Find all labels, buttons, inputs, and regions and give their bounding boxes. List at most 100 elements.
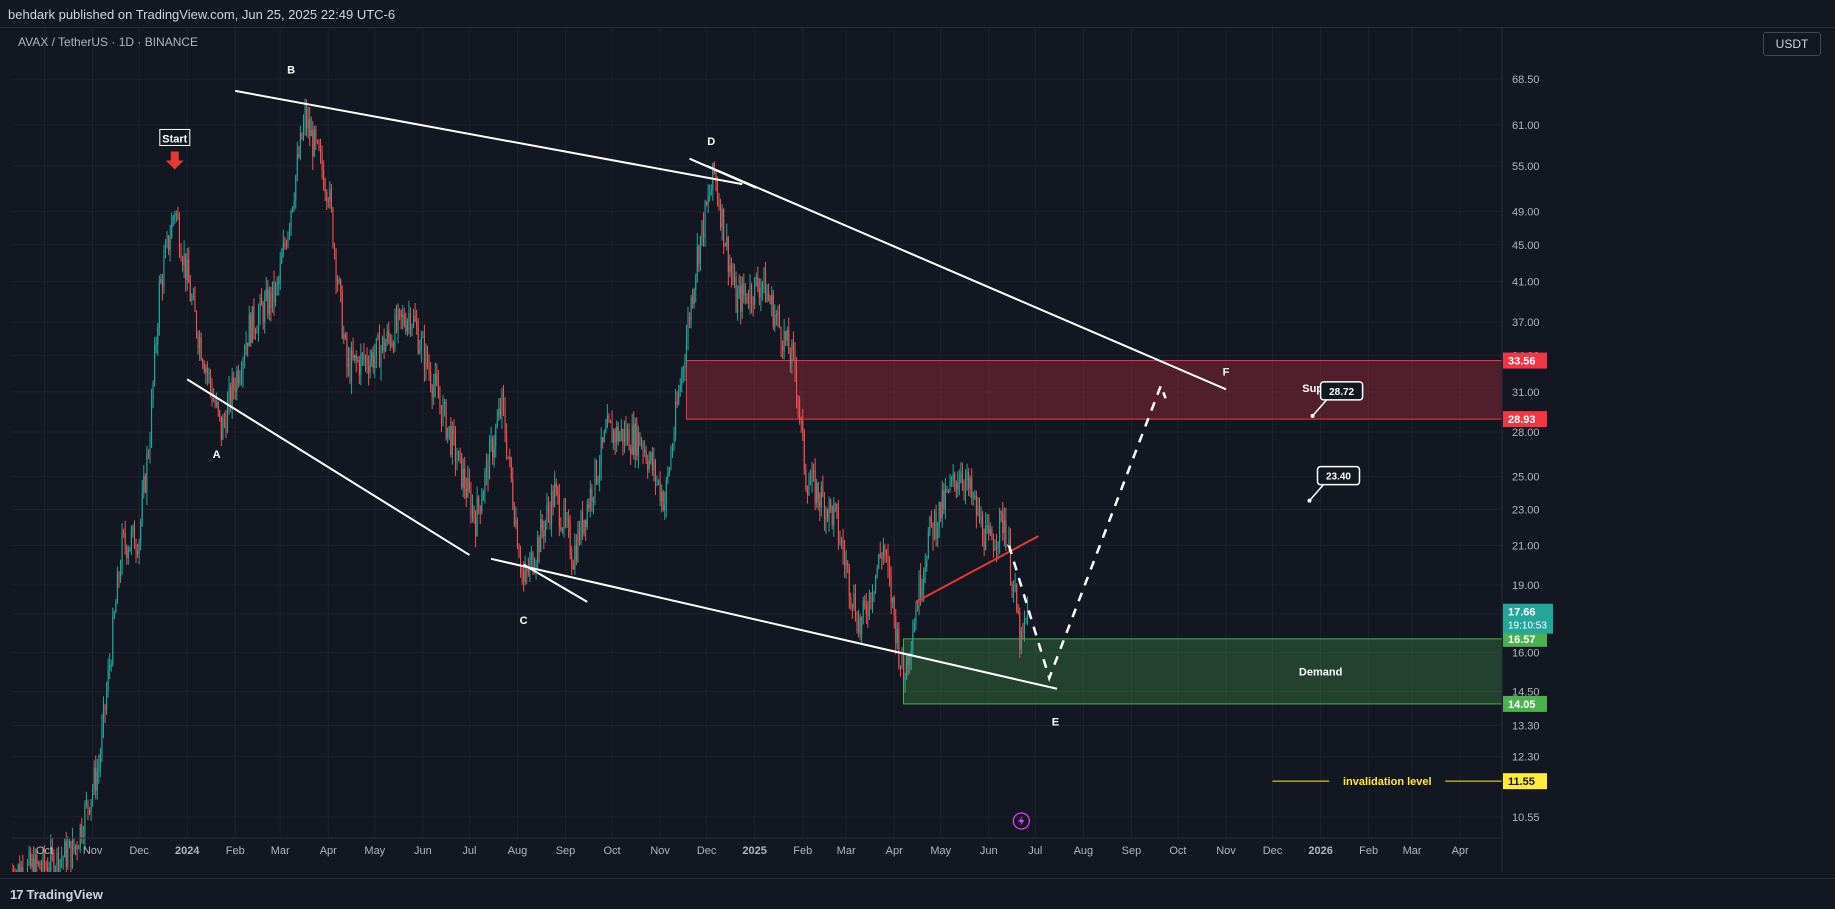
y-tick-label: 25.00 (1512, 472, 1540, 484)
symbol-legend[interactable]: AVAX / TetherUS · 1D · BINANCE (18, 35, 199, 49)
price-label: 33.56 (1508, 356, 1536, 368)
candle-body (811, 470, 813, 483)
candle-body (447, 427, 449, 439)
candle-body (634, 422, 636, 455)
candle-body (357, 360, 359, 362)
x-tick-label: Dec (1263, 845, 1283, 857)
price-chart[interactable]: invalidation levelStartABCDEFSupplyDeman… (12, 28, 1759, 872)
candle-body (977, 505, 979, 516)
candle-body (364, 357, 367, 360)
candle-body (555, 483, 557, 488)
candle-body (231, 377, 233, 407)
candle-body (799, 406, 801, 419)
candle-body (844, 552, 846, 566)
trendline-7[interactable] (915, 535, 1039, 603)
price-label: 14.05 (1508, 699, 1536, 711)
candle-body (910, 650, 912, 657)
candle-body (470, 489, 472, 516)
trendline-5[interactable] (523, 563, 588, 603)
candle-body (698, 246, 700, 264)
candle-body (50, 846, 52, 872)
candle-body (33, 858, 35, 872)
candle-body (854, 593, 856, 619)
candle-body (653, 460, 655, 471)
event-lightning-icon[interactable] (1012, 812, 1031, 830)
candle-body (783, 331, 785, 352)
candle-body (892, 597, 894, 603)
candle-body (769, 298, 771, 304)
candle-body (296, 154, 298, 176)
trendline-1[interactable] (235, 89, 743, 186)
candle-body (924, 566, 926, 572)
candle-body (515, 519, 517, 526)
candle-body (614, 430, 616, 442)
candle-body (851, 603, 853, 608)
candle-body (468, 478, 470, 490)
candle-body (878, 554, 880, 568)
candle-body (606, 415, 608, 429)
candle-body (920, 575, 922, 597)
candle-body (402, 314, 404, 317)
candle-body (785, 331, 787, 341)
candle-body (444, 402, 446, 404)
candle-body (1027, 609, 1029, 619)
projection-path[interactable] (1007, 381, 1167, 682)
invalidation-label-bg (1329, 773, 1446, 790)
candle-body (640, 443, 643, 446)
tradingview-brand[interactable]: 17 TradingView (10, 887, 103, 902)
candle-body (290, 210, 292, 227)
trendline-4[interactable] (490, 557, 1058, 690)
candle-body (88, 807, 91, 813)
candle-body (642, 443, 644, 452)
trendline-2[interactable] (706, 164, 1227, 391)
x-tick-label: 2025 (742, 845, 766, 857)
candle-body (64, 841, 66, 858)
price-callout-box[interactable] (1316, 465, 1361, 486)
candle-body (639, 432, 641, 446)
candle-body (482, 492, 484, 501)
candle-body (78, 847, 80, 850)
candle-body (732, 274, 734, 283)
candle-body (623, 428, 625, 444)
candle-body (380, 348, 382, 368)
candle-body (837, 510, 839, 540)
candle-body (788, 329, 790, 354)
candle-body (603, 432, 605, 442)
trendline-3[interactable] (186, 378, 470, 556)
candle-body (106, 690, 108, 710)
candle-body (968, 472, 970, 489)
price-callout-dot (1307, 498, 1312, 503)
wave-label-f: F (1223, 367, 1230, 379)
trendline-6[interactable] (689, 157, 757, 189)
chart-area[interactable]: invalidation levelStartABCDEFSupplyDeman… (12, 28, 1759, 872)
x-tick-label: Feb (1359, 845, 1378, 857)
zone-demand[interactable] (903, 638, 1503, 705)
price-callout-box[interactable] (1319, 381, 1364, 401)
currency-button[interactable]: USDT (1763, 32, 1821, 56)
candle-body (351, 350, 353, 381)
candle-body (85, 800, 87, 805)
x-tick-label: Feb (226, 845, 245, 857)
candle-body (149, 444, 151, 455)
price-label: 11.55 (1508, 776, 1535, 788)
candle-body (893, 597, 895, 616)
candle-body (1020, 631, 1022, 650)
candle-body (676, 401, 678, 404)
candle-body (479, 506, 481, 513)
candle-body (502, 390, 505, 409)
candle-body (13, 871, 15, 872)
candle-body (585, 519, 587, 527)
candle-body (595, 460, 598, 483)
candle-body (743, 283, 745, 295)
candle-body (244, 354, 246, 360)
candle-body (1000, 511, 1002, 514)
y-tick-label: 14.50 (1512, 686, 1540, 698)
zone-supply[interactable] (685, 360, 1503, 420)
candle-body (62, 857, 64, 859)
price-callout-label: 23.40 (1326, 472, 1351, 483)
candle-body (648, 459, 650, 470)
candle-body (771, 294, 773, 304)
invalidation-label: invalidation level (1343, 776, 1432, 788)
x-tick-label: Jul (462, 845, 476, 857)
candle-body (777, 312, 779, 315)
